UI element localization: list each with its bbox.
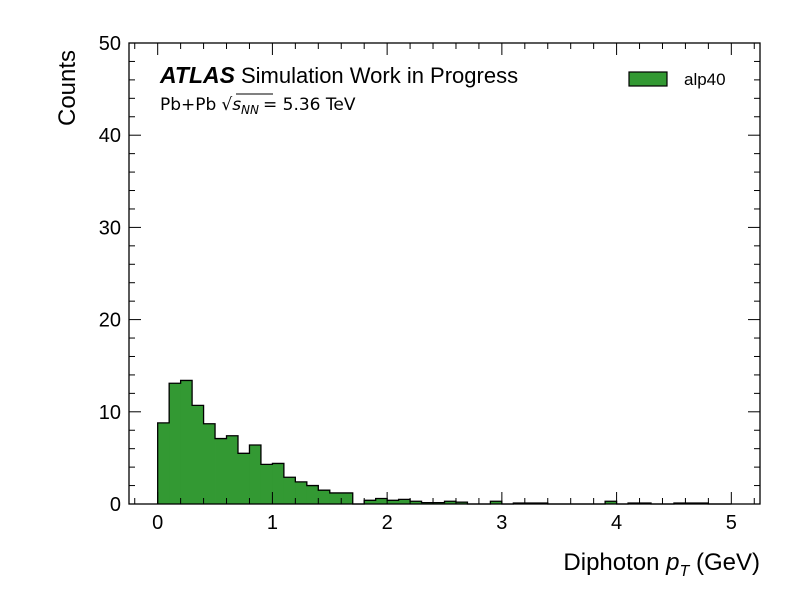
- x-tick-label: 3: [496, 512, 507, 534]
- legend: alp40: [628, 70, 726, 89]
- histogram-bar: [295, 481, 308, 504]
- y-tick-label: 40: [99, 125, 121, 147]
- histogram-bar: [237, 453, 250, 504]
- histogram-bar: [341, 492, 354, 504]
- y-tick-label: 50: [99, 33, 121, 55]
- y-tick-label: 10: [99, 402, 121, 424]
- histogram-bar: [387, 500, 400, 504]
- histogram-bar: [398, 499, 411, 504]
- histogram-bar: [605, 501, 617, 504]
- legend-swatch-alp40: [628, 71, 668, 87]
- histogram-bar: [157, 422, 170, 504]
- histogram-bar: [490, 501, 503, 504]
- x-tick-label: 2: [382, 512, 393, 534]
- histogram-bar: [260, 464, 273, 504]
- x-tick-label: 1: [267, 512, 278, 534]
- x-axis-title: Diphoton pT (GeV): [563, 549, 760, 580]
- histogram-bar: [180, 380, 193, 504]
- histogram-bars-layer: [157, 379, 732, 505]
- legend-label-alp40: alp40: [684, 70, 726, 89]
- y-axis-title: Counts: [54, 50, 81, 126]
- histogram-bar: [444, 501, 457, 504]
- plot-frame: [128, 42, 761, 505]
- y-tick-label: 0: [110, 494, 121, 516]
- histogram-bar: [249, 444, 262, 504]
- histogram-bar: [192, 405, 204, 504]
- histogram-bar: [410, 501, 422, 504]
- atlas-label: ATLAS Simulation Work in Progress: [159, 62, 518, 88]
- y-tick-label: 30: [99, 217, 121, 239]
- axis-ticks-layer: [129, 42, 760, 505]
- histogram-bar: [283, 477, 296, 504]
- histogram-bar: [272, 463, 285, 504]
- histogram-bar: [329, 492, 342, 504]
- y-tick-label: 20: [99, 310, 121, 332]
- x-tick-label: 5: [726, 512, 737, 534]
- histogram-bar: [421, 502, 434, 504]
- histogram-bar: [433, 502, 445, 504]
- collision-system-label: Pb+Pb √sNN = 5.36 TeV: [160, 95, 356, 117]
- x-tick-label: 0: [152, 512, 163, 534]
- histogram-bar: [306, 485, 319, 504]
- x-tick-label: 4: [611, 512, 622, 534]
- histogram-bar: [375, 498, 388, 504]
- histogram-bar: [364, 500, 377, 504]
- histogram-bar: [226, 435, 239, 504]
- histogram-bar: [203, 423, 216, 504]
- histogram-bar: [318, 490, 331, 504]
- histogram-bar: [455, 502, 468, 504]
- histogram-bar: [215, 438, 227, 504]
- histogram-bar: [169, 383, 182, 504]
